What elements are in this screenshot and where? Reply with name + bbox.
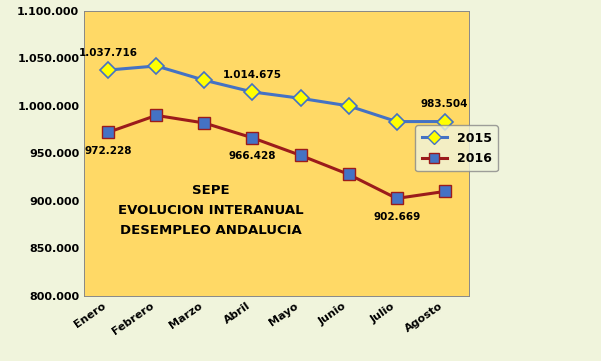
Text: 1.014.675: 1.014.675 [223, 70, 282, 79]
Text: 972.228: 972.228 [84, 145, 132, 156]
Text: 966.428: 966.428 [228, 151, 276, 161]
Legend: 2015, 2016: 2015, 2016 [415, 126, 498, 171]
Text: 1.037.716: 1.037.716 [79, 48, 138, 58]
Text: SEPE
EVOLUCION INTERANUAL
DESEMPLEO ANDALUCIA: SEPE EVOLUCION INTERANUAL DESEMPLEO ANDA… [118, 184, 304, 237]
Text: 902.669: 902.669 [373, 212, 420, 222]
Text: 983.504: 983.504 [421, 99, 469, 109]
